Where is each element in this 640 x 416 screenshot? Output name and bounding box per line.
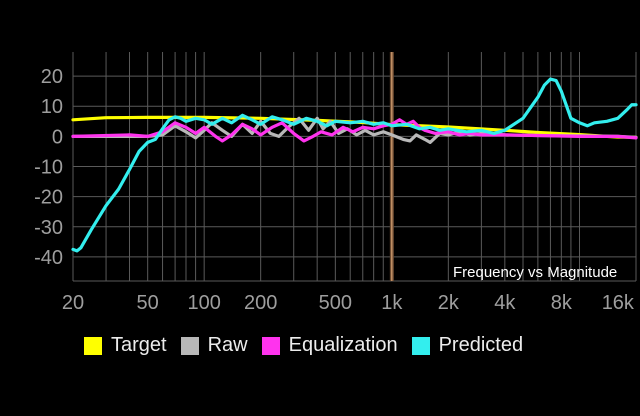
legend-swatch <box>411 336 430 355</box>
frequency-marker <box>389 52 394 281</box>
legend: Target Raw Equalization Predicted <box>84 334 537 357</box>
legend-item-target: Target <box>84 334 167 357</box>
x-tick-label: 2k <box>438 292 460 314</box>
x-tick-label: 8k <box>551 292 573 314</box>
legend-swatch <box>180 336 199 355</box>
legend-swatch <box>261 336 280 355</box>
x-tick-label: 1k <box>381 292 403 314</box>
legend-item-raw: Raw <box>180 334 248 357</box>
series-lines <box>71 77 638 253</box>
legend-label: Predicted <box>438 334 524 356</box>
y-axis-tick-labels: 20 10 0 -10 -20 -30 -40 <box>34 66 63 269</box>
x-axis-tick-labels: 20 50 100 200 500 1k 2k 4k 8k 16k <box>62 292 635 314</box>
x-tick-label: 200 <box>244 292 277 314</box>
legend-label: Equalization <box>288 334 398 356</box>
series-line-equalization <box>71 118 638 143</box>
legend-swatch <box>84 336 102 355</box>
legend-label: Raw <box>207 334 248 356</box>
legend-item-predicted: Predicted <box>411 334 524 357</box>
y-tick-label: 20 <box>41 66 63 88</box>
x-tick-label: 20 <box>62 292 84 314</box>
y-tick-label: 10 <box>41 96 63 118</box>
legend-label: Target <box>111 334 167 356</box>
series-line-predicted <box>71 77 638 253</box>
x-tick-label: 50 <box>137 292 159 314</box>
x-tick-label: 16k <box>602 292 635 314</box>
x-tick-label: 4k <box>494 292 516 314</box>
y-tick-label: -10 <box>34 157 63 179</box>
chart-title: Frequency vs Magnitude <box>453 264 617 281</box>
x-tick-label: 500 <box>319 292 352 314</box>
y-tick-label: 0 <box>52 126 63 148</box>
y-tick-label: -30 <box>34 217 63 239</box>
x-tick-label: 100 <box>187 292 220 314</box>
legend-item-equalization: Equalization <box>261 334 398 357</box>
grid <box>72 52 637 282</box>
y-tick-label: -20 <box>34 187 63 209</box>
y-tick-label: -40 <box>34 247 63 269</box>
